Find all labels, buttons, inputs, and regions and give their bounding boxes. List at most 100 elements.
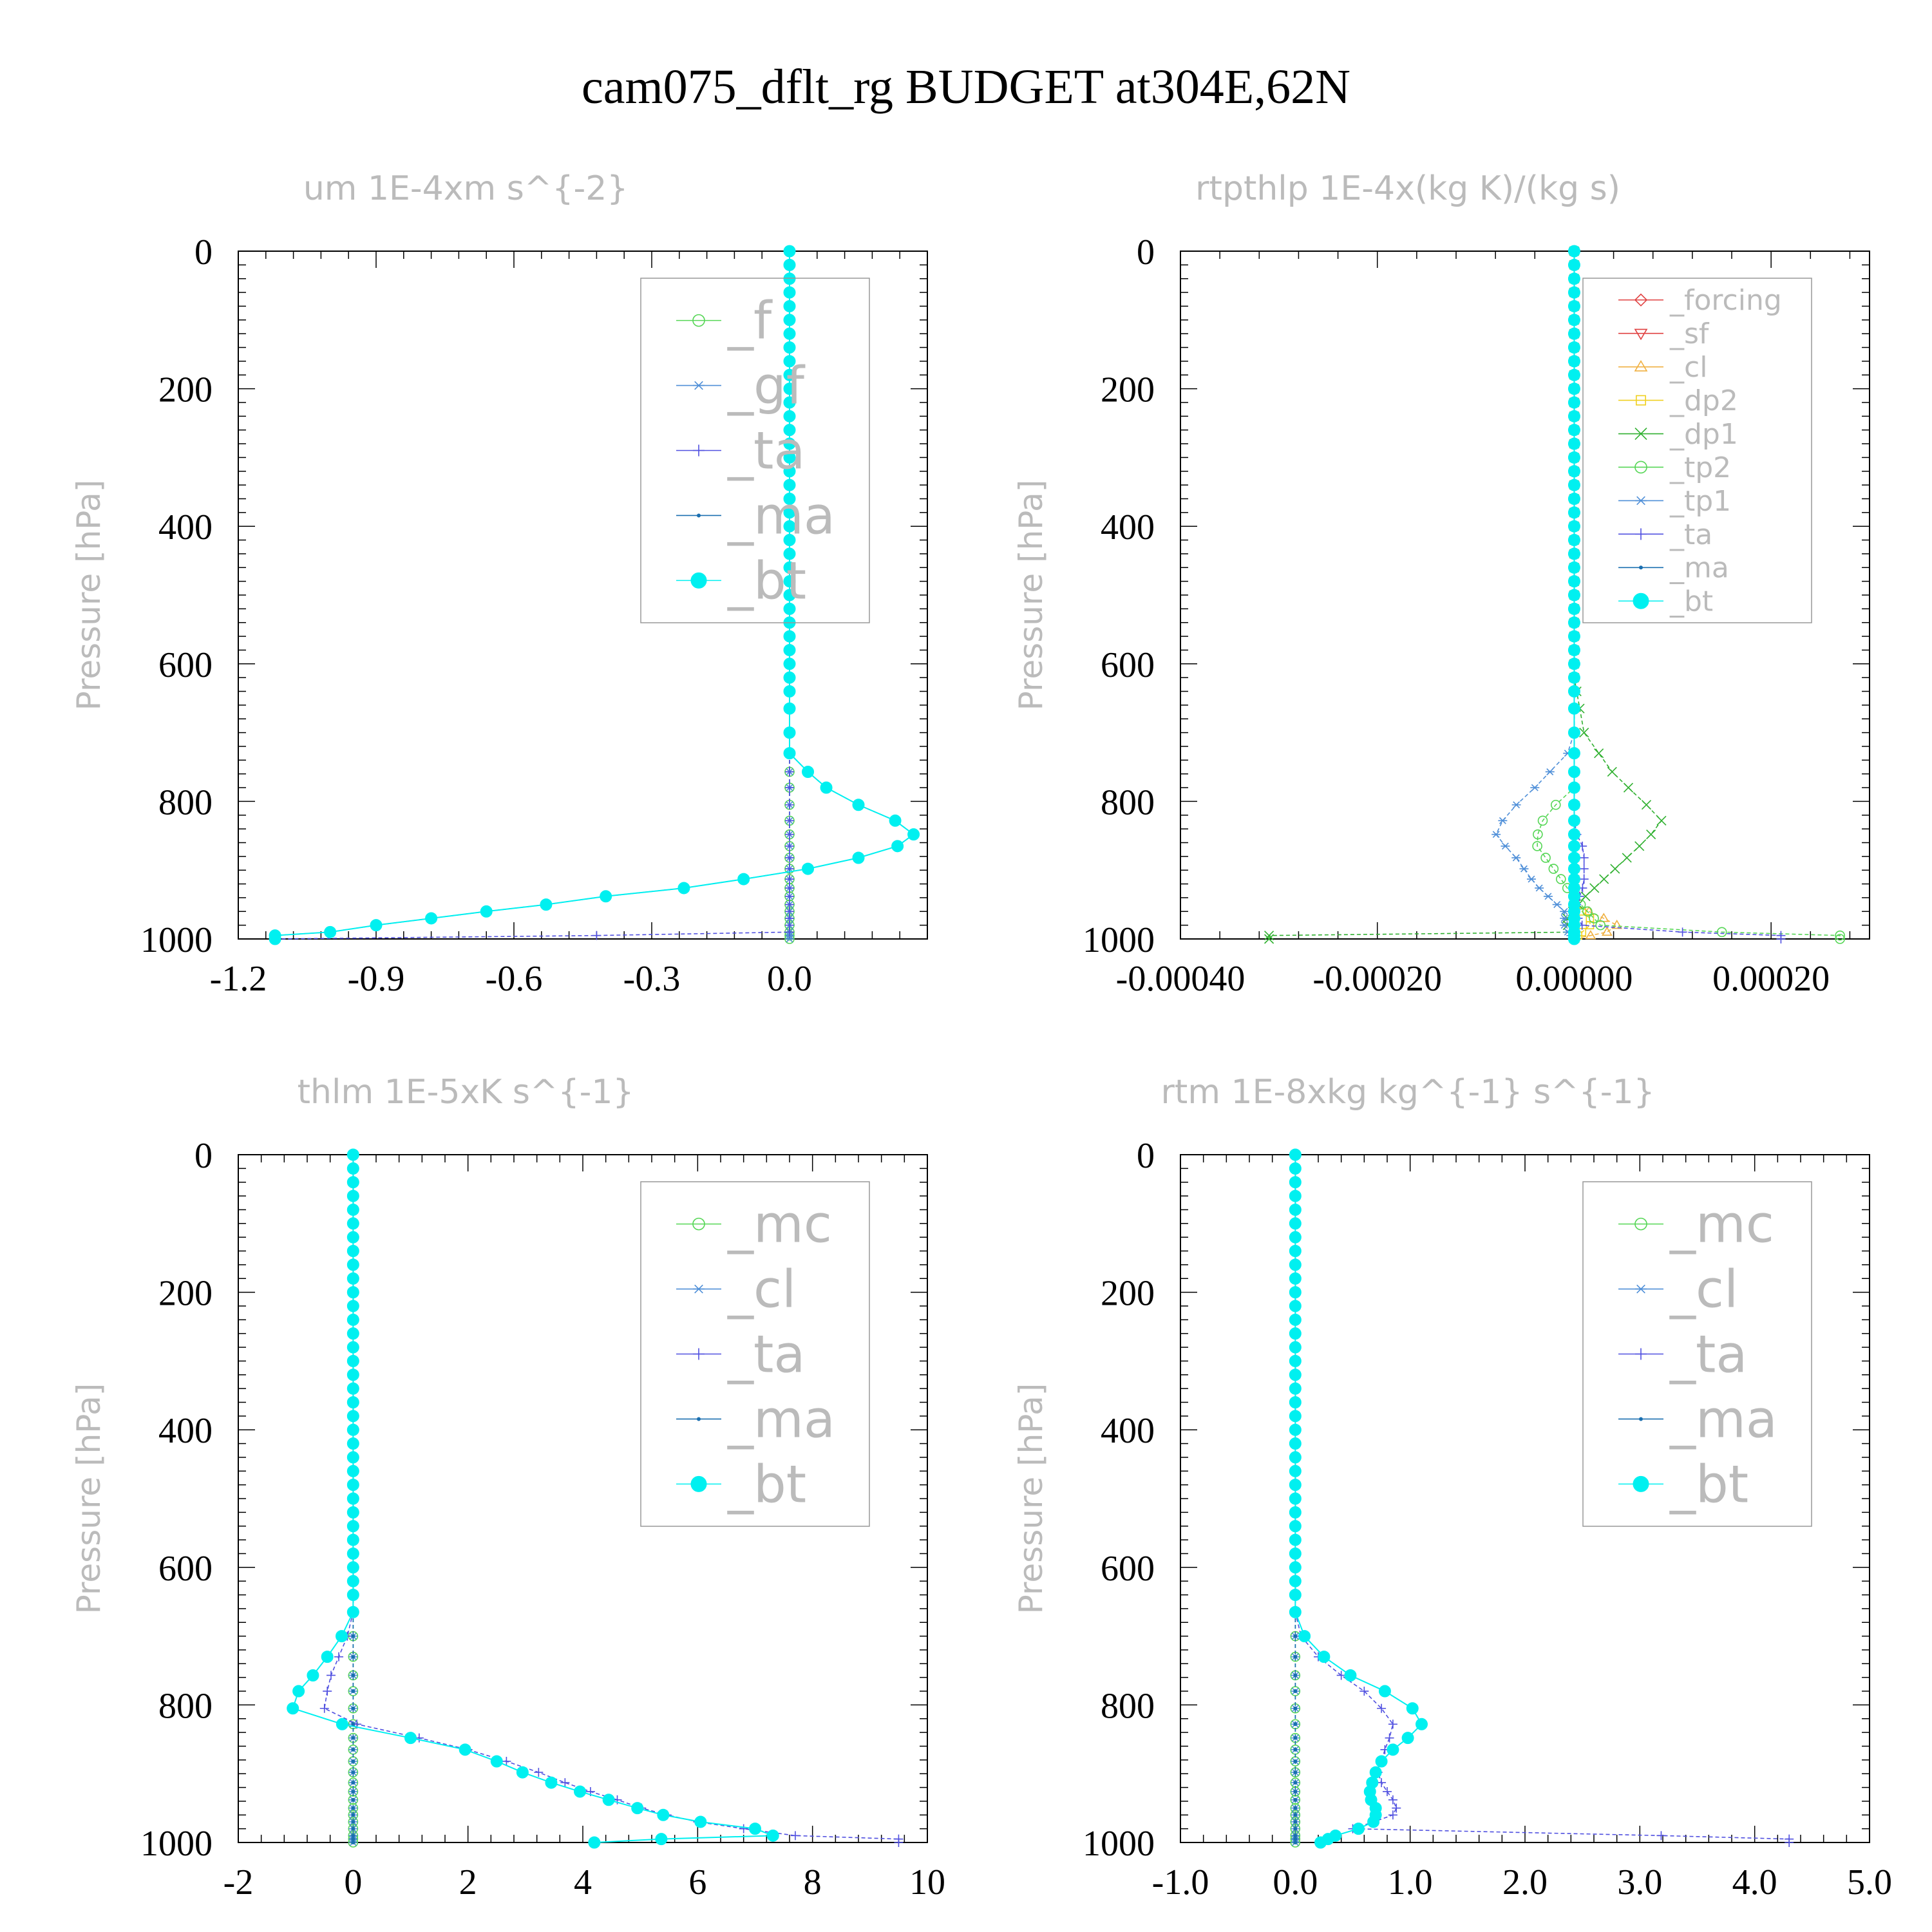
data-point <box>1567 465 1580 478</box>
data-point <box>1567 299 1580 312</box>
data-point <box>1607 766 1617 777</box>
data-point <box>783 299 796 312</box>
legend-marker <box>1639 565 1643 570</box>
data-point <box>346 1327 359 1340</box>
legend-label: _sf <box>1669 317 1710 350</box>
data-point <box>1567 547 1580 560</box>
data-point <box>783 589 796 601</box>
legend-label: _mc <box>1669 1195 1774 1255</box>
data-point <box>766 1829 779 1842</box>
data-point <box>346 1341 359 1354</box>
x-tick-label: 0.00000 <box>1515 959 1633 999</box>
legend-marker <box>692 314 705 327</box>
data-point <box>351 1841 355 1844</box>
series-line <box>1294 1155 1790 1842</box>
legend-marker <box>1633 1475 1649 1492</box>
data-point <box>1623 782 1634 793</box>
legend: _mc_cl_ta_ma_bt <box>1582 1181 1812 1527</box>
x-tick-label: -1.2 <box>210 959 267 999</box>
data-point <box>346 1217 359 1230</box>
x-tick-label: 0.0 <box>767 959 812 999</box>
data-point <box>1385 1733 1394 1743</box>
legend-marker <box>693 444 705 457</box>
data-point <box>1540 853 1551 863</box>
data-point <box>1567 862 1580 875</box>
data-point <box>351 1819 355 1824</box>
data-point <box>1601 926 1613 936</box>
data-point <box>346 1258 359 1271</box>
data-point <box>1567 828 1580 841</box>
data-point <box>1567 424 1580 437</box>
data-point <box>346 1451 359 1464</box>
data-point <box>1634 841 1645 851</box>
legend-label: _tp2 <box>1669 451 1731 484</box>
data-point <box>1378 1685 1391 1698</box>
x-tick-label: 4.0 <box>1732 1862 1777 1902</box>
data-point <box>907 828 920 841</box>
data-point <box>783 245 796 258</box>
panel-title: rtm 1E-8xkg kg^{-1} s^{-1} <box>1161 1073 1655 1112</box>
data-point <box>534 1768 544 1777</box>
panel-title: um 1E-4xm s^{-2} <box>303 169 629 208</box>
data-point <box>287 1702 299 1715</box>
data-point <box>783 561 796 574</box>
data-point <box>545 1776 558 1789</box>
data-point <box>1567 520 1580 533</box>
data-point <box>269 933 281 945</box>
data-point <box>490 1755 503 1768</box>
legend-label: _tp1 <box>1669 485 1731 518</box>
data-point <box>1289 1561 1302 1574</box>
x-tick-label: 2.0 <box>1502 1862 1548 1902</box>
data-point <box>1367 1815 1380 1828</box>
y-tick-label: 800 <box>1101 1686 1155 1726</box>
data-point <box>1314 1836 1327 1849</box>
data-point <box>739 1824 748 1833</box>
data-point <box>783 424 796 437</box>
data-point <box>370 919 383 932</box>
data-point <box>1594 748 1604 759</box>
data-point <box>346 1286 359 1299</box>
series-bt <box>1289 1148 1428 1849</box>
legend-marker <box>693 1284 705 1294</box>
x-tick-label: 3.0 <box>1617 1862 1662 1902</box>
data-point <box>1289 1589 1302 1602</box>
data-point <box>1567 726 1580 739</box>
data-point <box>351 1789 355 1794</box>
data-point <box>1401 1732 1414 1745</box>
data-point <box>1501 842 1510 850</box>
data-point <box>783 437 796 450</box>
data-point <box>1550 799 1561 810</box>
chart-panel-3: thlm 1E-5xK s^{-1} Pressure [hPa] 0 200 400 6… <box>70 1073 945 1902</box>
data-point <box>1293 1781 1298 1785</box>
legend-box <box>1582 278 1812 623</box>
data-point <box>346 1176 359 1189</box>
data-point <box>802 862 815 875</box>
data-point <box>346 1231 359 1244</box>
data-point <box>1835 934 1845 944</box>
y-tick-label: 600 <box>158 1549 213 1589</box>
data-point <box>737 873 750 886</box>
data-point <box>1580 891 1591 902</box>
x-tick-label: 2 <box>459 1862 477 1902</box>
data-point <box>346 1272 359 1285</box>
data-point <box>1293 1689 1298 1694</box>
data-point <box>1567 602 1580 615</box>
legend-label: _ma <box>727 486 835 545</box>
data-point <box>592 931 601 940</box>
data-point <box>783 314 796 327</box>
data-point <box>1318 1651 1331 1663</box>
data-point <box>351 1634 355 1638</box>
data-point <box>785 935 794 943</box>
data-point <box>1776 934 1786 943</box>
data-point <box>783 478 796 491</box>
data-point <box>336 1718 348 1730</box>
data-point <box>323 1687 332 1696</box>
x-tick-label: 0 <box>344 1862 362 1902</box>
data-point <box>1289 1464 1302 1477</box>
data-point <box>1535 884 1544 892</box>
data-point <box>1336 1671 1346 1680</box>
data-point <box>351 1797 355 1802</box>
data-point <box>1293 1706 1298 1710</box>
data-point <box>1567 851 1580 864</box>
data-point <box>1555 874 1566 884</box>
